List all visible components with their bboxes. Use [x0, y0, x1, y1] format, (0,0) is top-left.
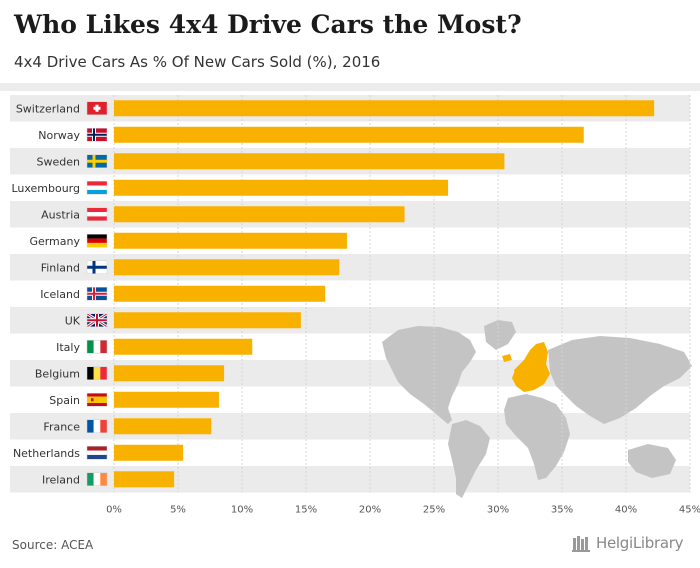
- bar-norway: [114, 126, 584, 143]
- france-flag-icon: [86, 419, 108, 433]
- netherlands-flag-icon: [86, 446, 108, 460]
- bar-spain: [114, 391, 219, 408]
- bar-belgium: [114, 365, 225, 382]
- switzerland-flag-icon: [86, 101, 108, 115]
- category-label: Switzerland: [16, 102, 80, 115]
- map-australia: [628, 444, 676, 478]
- bar-sweden: [114, 153, 505, 170]
- map-uk-ireland: [514, 366, 520, 378]
- iceland-flag-icon: [86, 287, 108, 301]
- category-label: Norway: [38, 129, 80, 142]
- x-tick-label: 10%: [231, 505, 253, 516]
- logo-text: HelgiLibrary: [596, 534, 684, 552]
- bar-france: [114, 418, 212, 435]
- category-label: France: [43, 420, 80, 433]
- category-label: Spain: [49, 394, 80, 407]
- map-iceland: [502, 354, 512, 362]
- map-greenland: [484, 320, 516, 350]
- category-label: Italy: [56, 341, 80, 354]
- bar-luxembourg: [114, 179, 449, 196]
- italy-flag-icon: [86, 340, 108, 354]
- row-stripe: [10, 254, 690, 281]
- map-europe: [512, 342, 550, 392]
- map-south-america: [448, 420, 490, 498]
- x-tick-label: 40%: [615, 505, 637, 516]
- x-axis-ticks: 0% 5% 10% 15% 20% 25% 30% 35% 40% 45%: [106, 505, 700, 516]
- x-tick-label: 0%: [106, 505, 122, 516]
- uk-flag-icon: [86, 312, 108, 329]
- x-tick-label: 25%: [423, 505, 445, 516]
- source-note: Source: ACEA: [12, 538, 94, 552]
- map-asia: [548, 336, 692, 424]
- chart-title: Who Likes 4x4 Drive Cars the Most?: [14, 10, 522, 39]
- world-map-background: [382, 320, 692, 498]
- category-label: Ireland: [42, 473, 80, 486]
- x-tick-label: 35%: [551, 505, 573, 516]
- category-label: Belgium: [35, 367, 80, 380]
- category-label: UK: [65, 314, 81, 327]
- category-label: Netherlands: [13, 447, 80, 460]
- map-africa: [504, 394, 570, 480]
- bar-finland: [114, 259, 340, 276]
- category-label: Germany: [29, 235, 80, 248]
- map-north-america: [382, 326, 476, 424]
- header-divider: [0, 83, 700, 91]
- bar-germany: [114, 232, 347, 249]
- luxembourg-flag-icon: [86, 181, 108, 195]
- finland-flag-icon: [86, 260, 108, 274]
- x-tick-label: 5%: [170, 505, 186, 516]
- bar-chart: Switzerland Norway Sweden Luxembourg Austria…: [10, 95, 700, 516]
- x-tick-label: 20%: [359, 505, 381, 516]
- austria-flag-icon: [86, 207, 108, 221]
- row-stripe: [10, 466, 690, 493]
- category-label: Austria: [41, 208, 80, 221]
- row-stripe: [10, 413, 690, 440]
- bars: [114, 100, 655, 488]
- bar-ireland: [114, 471, 175, 488]
- library-icon: [572, 536, 590, 552]
- helgilibrary-logo: HelgiLibrary: [572, 534, 684, 552]
- category-label: Iceland: [40, 288, 80, 301]
- bar-iceland: [114, 285, 326, 302]
- category-label: Sweden: [37, 155, 80, 168]
- belgium-flag-icon: [86, 366, 108, 380]
- spain-flag-icon: [86, 393, 108, 407]
- bar-uk: [114, 312, 301, 329]
- ireland-flag-icon: [86, 472, 108, 486]
- bar-netherlands: [114, 444, 184, 461]
- x-tick-label: 45%: [679, 505, 700, 516]
- norway-flag-icon: [86, 128, 108, 142]
- germany-flag-icon: [86, 234, 108, 248]
- bar-italy: [114, 338, 253, 355]
- row-stripe: [10, 307, 690, 334]
- chart-subtitle: 4x4 Drive Cars As % Of New Cars Sold (%)…: [14, 53, 381, 71]
- category-labels: Switzerland Norway Sweden Luxembourg Austria…: [11, 102, 80, 486]
- x-tick-label: 30%: [487, 505, 509, 516]
- sweden-flag-icon: [86, 154, 108, 168]
- flags: [86, 101, 108, 486]
- category-label: Luxembourg: [11, 182, 80, 195]
- x-tick-label: 15%: [295, 505, 317, 516]
- bar-switzerland: [114, 100, 655, 117]
- bar-austria: [114, 206, 405, 223]
- category-label: Finland: [41, 261, 80, 274]
